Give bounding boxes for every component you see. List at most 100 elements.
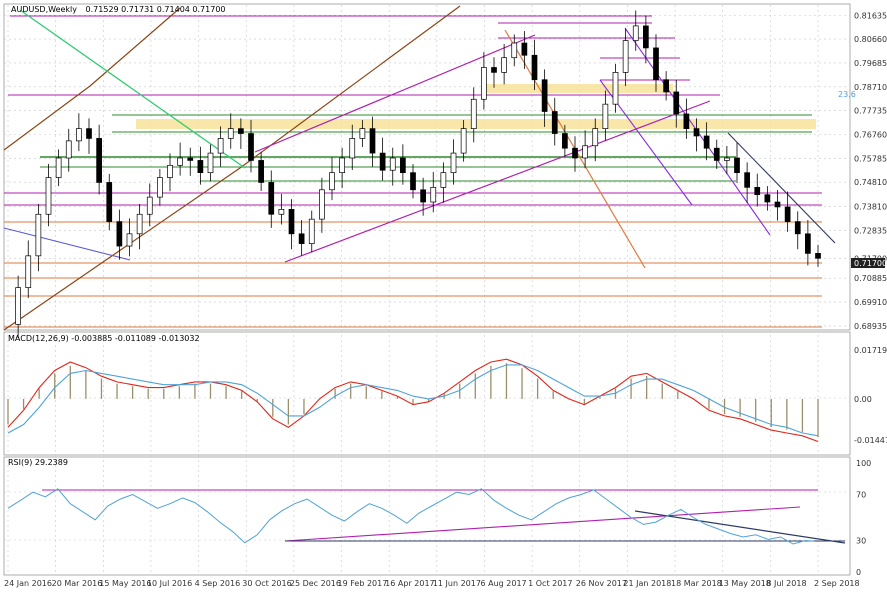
candle-body: [157, 177, 163, 198]
price-chart-title: AUDUSD,Weekly 0.71529 0.71731 0.71404 0.…: [11, 5, 226, 14]
trend-channels: [3, 5, 836, 331]
candle-body: [491, 67, 497, 73]
macd-main-line: [7, 358, 819, 443]
candle-body: [207, 152, 214, 174]
time-tick-label: 4 Sep 2016: [195, 579, 241, 588]
candle-body: [15, 287, 21, 325]
candlestick-series: [15, 10, 821, 339]
candle-body: [430, 186, 437, 203]
candle-body: [308, 218, 315, 244]
price-tick-label: 0.73810: [854, 203, 887, 212]
current-price-tag: 0.71700: [851, 258, 887, 268]
time-tick-label: 15 May 2016: [99, 579, 151, 588]
candle-body: [470, 98, 477, 129]
candle-body: [602, 103, 609, 129]
grid-lines: [4, 5, 850, 574]
candle-body: [653, 47, 659, 81]
time-tick-label: 6 Aug 2017: [480, 579, 526, 588]
green-levels: [40, 114, 812, 182]
candle-body: [683, 113, 690, 129]
rsi-panel-frame: [3, 456, 851, 576]
candle-body: [521, 42, 528, 56]
candle-body: [460, 128, 467, 154]
candle-body: [511, 42, 518, 59]
macd-tick-label: 0.00: [854, 395, 872, 404]
candle-body: [703, 135, 710, 149]
candle-body: [592, 128, 599, 147]
candle-body: [339, 157, 345, 174]
time-tick-label: 13 May 2018: [719, 579, 771, 588]
candle-body: [572, 147, 578, 159]
candle-body: [288, 209, 295, 235]
fib-level-label: 23.6: [838, 90, 856, 99]
candle-body: [805, 233, 811, 254]
candle-body: [693, 128, 700, 137]
rsi-series-line: [7, 488, 819, 545]
candle-body: [582, 145, 588, 159]
candle-body: [420, 189, 426, 203]
candle-body: [278, 209, 285, 215]
candle-body: [217, 138, 224, 154]
price-tick-label: 0.76760: [854, 131, 887, 140]
price-tick-label: 0.75785: [854, 154, 887, 163]
price-tick-label: 0.80660: [854, 35, 887, 44]
candle-body: [45, 177, 52, 215]
symbol-title: AUDUSD,Weekly: [11, 5, 77, 14]
macd-title: MACD(12,26,9) -0.003885 -0.011089 -0.013…: [8, 334, 200, 343]
candle-body: [784, 206, 791, 222]
time-tick-label: 18 Mar 2018: [671, 579, 722, 588]
candle-body: [551, 111, 558, 134]
candle-body: [319, 189, 325, 220]
rsi-axis: 100 70 30 0: [856, 459, 871, 577]
time-tick-label: 30 Oct 2016: [242, 579, 291, 588]
candle-body: [450, 152, 457, 174]
time-tick-label: 24 Jan 2016: [4, 579, 52, 588]
price-tick-label: 0.70885: [854, 274, 887, 283]
candle-body: [632, 25, 639, 41]
candle-body: [774, 201, 781, 208]
time-tick-label: 16 Apr 2017: [385, 579, 434, 588]
candle-body: [349, 138, 356, 159]
macd-tick-label: -0.014471: [854, 436, 887, 445]
candle-body: [298, 233, 305, 244]
price-panel-frame: [3, 3, 851, 331]
candle-body: [248, 133, 254, 161]
candle-body: [258, 160, 264, 183]
candle-body: [410, 172, 416, 191]
candle-body: [86, 128, 92, 139]
time-tick-label: 19 Feb 2017: [338, 579, 388, 588]
candle-body: [76, 128, 82, 142]
candle-body: [329, 172, 335, 191]
candle-body: [136, 213, 143, 235]
time-tick-label: 2 Sep 2018: [814, 579, 860, 588]
price-tick-label: 0.72835: [854, 227, 887, 236]
candle-body: [734, 157, 740, 174]
price-tick-label: 0.81635: [854, 11, 887, 20]
time-tick-label: 8 Jul 2018: [766, 579, 806, 588]
current-price-value: 0.71700: [854, 259, 887, 268]
candle-body: [389, 157, 396, 171]
macd-tick-label: 0.017191: [854, 346, 887, 355]
candle-body: [116, 221, 123, 247]
price-tick-label: 0.74810: [854, 178, 887, 187]
candle-body: [146, 196, 153, 215]
candle-body: [238, 128, 244, 134]
price-tick-label: 0.78710: [854, 83, 887, 92]
candle-body: [673, 91, 680, 115]
candle-body: [713, 147, 720, 161]
price-tick-label: 0.68935: [854, 322, 887, 331]
candle-body: [481, 67, 487, 100]
candle-body: [531, 54, 538, 81]
candle-body: [359, 128, 366, 139]
candle-body: [65, 140, 72, 159]
rsi-tick-label: 100: [856, 459, 871, 468]
macd-panel-frame: [3, 331, 851, 456]
candle-body: [379, 152, 386, 171]
macd-histogram: [7, 363, 819, 438]
candle-body: [541, 79, 548, 112]
macd-lines: [7, 358, 819, 443]
candle-body: [369, 128, 376, 154]
rsi-line: [7, 488, 819, 545]
